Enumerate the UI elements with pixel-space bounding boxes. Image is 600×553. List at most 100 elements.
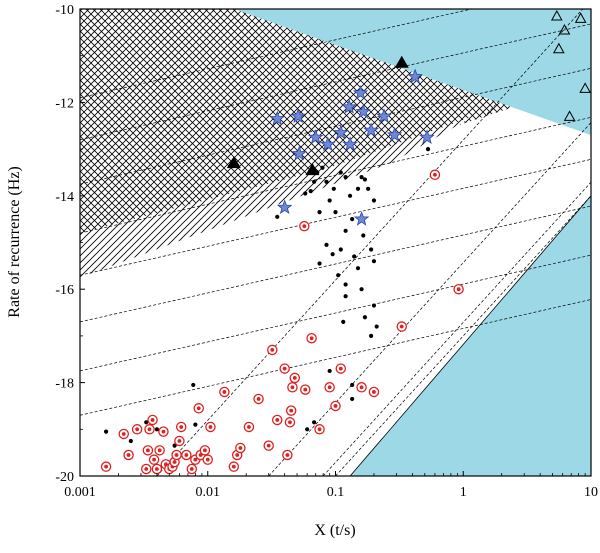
dot-point-27 xyxy=(352,254,357,259)
circled-dot-center xyxy=(266,443,271,448)
star-point-1 xyxy=(290,108,306,124)
circled-dot-point-0 xyxy=(100,461,112,472)
open-triangle-point-1 xyxy=(558,23,571,35)
circled-dot-point-5 xyxy=(142,445,154,456)
blue-region-top-right xyxy=(233,9,591,136)
circled-dot-center xyxy=(456,287,461,292)
circled-dot-center xyxy=(317,427,322,432)
dot-point-39 xyxy=(343,294,348,299)
circled-dot-center xyxy=(222,390,227,394)
dot-point-23 xyxy=(369,247,374,252)
dot-point-8 xyxy=(331,186,336,191)
circled-dot-center xyxy=(172,460,177,464)
circled-dot-center xyxy=(285,453,290,457)
circled-dot-point-26 xyxy=(205,421,216,433)
circled-dot-point-36 xyxy=(279,363,290,374)
circled-dot-center xyxy=(179,425,184,429)
circled-dot-center xyxy=(193,457,198,462)
circled-dot-center xyxy=(338,366,343,371)
star-point-16 xyxy=(353,211,370,226)
circled-dot-point-41 xyxy=(299,220,310,232)
circled-dot-point-4 xyxy=(140,463,152,475)
circled-dot-center xyxy=(189,467,194,471)
circled-dot-center xyxy=(231,464,236,469)
circled-dot-center xyxy=(270,348,275,352)
dashed-line-shallow-7 xyxy=(80,299,591,416)
dot-point-18 xyxy=(333,210,338,215)
circled-dot-point-6 xyxy=(144,424,155,435)
circled-dot-center xyxy=(282,366,287,371)
dashed-line-shallow-1 xyxy=(80,23,591,141)
circled-dot-point-48 xyxy=(368,386,380,398)
dashed-line-shallow-6 xyxy=(80,254,591,372)
star-point-11 xyxy=(376,108,392,124)
dot-point-2 xyxy=(303,191,308,196)
star-point-12 xyxy=(386,126,403,142)
ticks-layer: 0.001 0.01 0.1 1 10 -10 -12 -14 -16 -18 -20 xyxy=(55,3,598,500)
circled-dot-center xyxy=(372,390,376,394)
circled-dot-point-17 xyxy=(174,435,185,447)
dot-point-16 xyxy=(371,198,377,203)
circled-dot-center xyxy=(292,376,297,380)
circled-dot-center xyxy=(161,429,166,434)
open-triangle-point-2 xyxy=(552,42,565,54)
circled-dot-point-1 xyxy=(118,428,129,440)
dashed-line-shallow-0 xyxy=(80,9,474,99)
circled-dot-point-9 xyxy=(151,463,163,475)
dot-point-42 xyxy=(350,382,355,388)
dot-point-30 xyxy=(317,261,322,266)
dashed-line-shallow-2 xyxy=(80,67,591,185)
circled-dot-point-19 xyxy=(181,449,192,461)
dot-point-28 xyxy=(355,266,361,271)
circled-dot-point-51 xyxy=(453,283,464,295)
circled-dot-center xyxy=(150,418,155,422)
dot-point-7 xyxy=(324,179,329,184)
circled-dot-point-52 xyxy=(285,405,297,416)
circled-dot-point-40 xyxy=(289,372,301,384)
dot-point-15 xyxy=(366,186,371,191)
circled-dot-center xyxy=(205,457,210,462)
y-tick-label-5: -20 xyxy=(55,470,74,485)
dot-point-31 xyxy=(336,273,341,278)
dot-point-46 xyxy=(193,422,198,427)
circled-dot-point-25 xyxy=(193,403,204,414)
circled-dot-center xyxy=(157,448,162,453)
star-point-0 xyxy=(269,110,285,126)
y-axis-title: Rate of recurrence (Hz) xyxy=(6,166,23,317)
open-triangle-point-0 xyxy=(550,9,563,21)
circled-dot-point-35 xyxy=(272,414,283,426)
open-triangle-point-3 xyxy=(574,12,587,23)
dot-point-40 xyxy=(425,147,431,152)
dot-point-32 xyxy=(343,282,348,287)
circled-dot-center xyxy=(303,387,308,392)
dashed-line-steep-3 xyxy=(335,195,591,476)
circled-dot-point-20 xyxy=(186,463,198,475)
star-point-15 xyxy=(276,199,293,215)
x-tick-label-0: 0.001 xyxy=(64,485,96,500)
circled-dot-center xyxy=(327,385,332,390)
circled-dot-point-2 xyxy=(123,449,134,461)
dot-point-17 xyxy=(327,198,332,203)
y-tick-label-2: -14 xyxy=(55,190,74,205)
dot-point-21 xyxy=(343,228,348,233)
x-tick-label-4: 10 xyxy=(584,485,598,500)
circled-dot-point-44 xyxy=(324,382,335,393)
dot-point-35 xyxy=(362,315,368,320)
circled-dot-center xyxy=(135,427,140,432)
circled-dot-center xyxy=(203,448,207,453)
points-layer xyxy=(100,9,591,475)
dot-point-36 xyxy=(374,324,379,329)
circled-dot-point-7 xyxy=(147,414,158,426)
filled-triangle-point-2 xyxy=(394,55,409,68)
circled-dot-center xyxy=(290,385,295,390)
circled-dot-center xyxy=(155,467,159,471)
dot-point-12 xyxy=(355,186,361,191)
circled-dot-center xyxy=(256,397,261,401)
dot-point-3 xyxy=(308,189,313,194)
circled-dot-center xyxy=(184,453,189,457)
dot-point-52 xyxy=(350,396,355,402)
star-point-10 xyxy=(363,122,379,138)
dot-point-29 xyxy=(371,259,377,264)
circled-dot-center xyxy=(208,425,213,429)
